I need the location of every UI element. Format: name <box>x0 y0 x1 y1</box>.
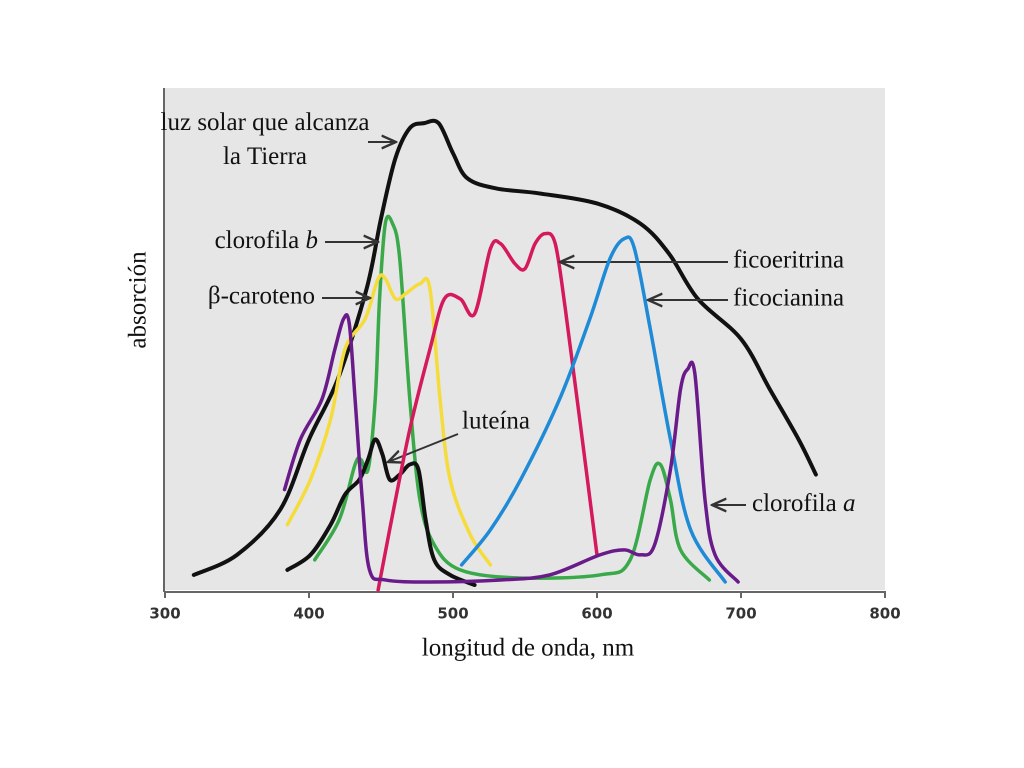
x-tick-label: 800 <box>869 605 900 623</box>
x-axis-label: longitud de onda, nm <box>422 635 635 662</box>
series-label: ficocianina <box>733 285 844 312</box>
series-label: clorofila b <box>215 227 318 254</box>
x-tick-label: 700 <box>725 605 756 623</box>
label-arrow <box>388 433 459 462</box>
series-label: luteína <box>462 408 530 435</box>
series-label: β-caroteno <box>208 283 315 310</box>
series-label: ficoeritrina <box>733 247 844 274</box>
x-tick-label: 400 <box>293 605 324 623</box>
x-tick-label: 300 <box>149 605 180 623</box>
series-label: luz solar que alcanza la Tierra <box>160 109 370 170</box>
series-line <box>282 313 740 584</box>
series-label: clorofila a <box>752 490 855 517</box>
label-italic: b <box>306 227 319 254</box>
plot-area <box>165 88 885 590</box>
label-text: clorofila <box>215 227 306 254</box>
series-line <box>376 231 599 592</box>
label-italic: a <box>843 490 856 517</box>
series-line <box>285 273 493 567</box>
series-line <box>191 118 818 577</box>
series-line <box>285 437 477 587</box>
x-tick-label: 600 <box>581 605 612 623</box>
y-axis-label: absorción <box>125 251 152 349</box>
x-tick-label: 500 <box>437 605 468 623</box>
label-text: clorofila <box>752 490 843 517</box>
